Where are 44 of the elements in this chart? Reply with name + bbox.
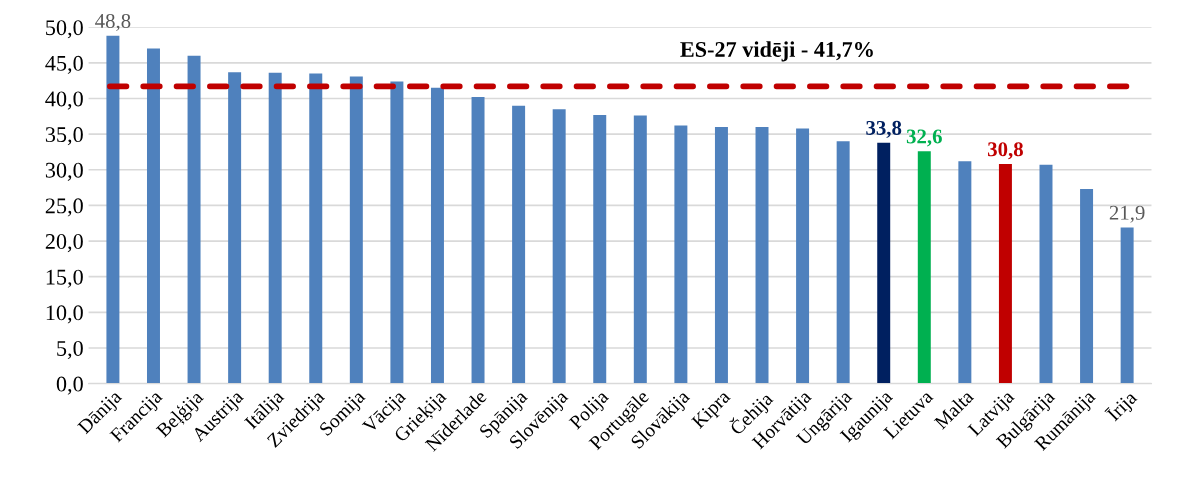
bar bbox=[633, 115, 647, 384]
x-tick-label: Īrija bbox=[1104, 388, 1141, 425]
y-tick-label: 10,0 bbox=[46, 305, 83, 324]
y-tick-label: 25,0 bbox=[45, 198, 83, 217]
bar bbox=[796, 128, 810, 384]
bar bbox=[228, 72, 242, 384]
data-label: 32,6 bbox=[906, 129, 942, 147]
bar bbox=[998, 164, 1012, 384]
bar bbox=[593, 114, 607, 384]
y-tick-label: 15,0 bbox=[46, 269, 83, 288]
bar bbox=[349, 76, 363, 384]
bar bbox=[471, 97, 485, 384]
bar bbox=[309, 73, 323, 384]
y-tick-label: 40,0 bbox=[45, 91, 83, 110]
bar bbox=[917, 151, 931, 384]
data-label: 30,8 bbox=[987, 142, 1023, 160]
bar bbox=[268, 72, 282, 384]
y-tick-label: 35,0 bbox=[45, 127, 83, 146]
bar bbox=[512, 105, 526, 384]
bar bbox=[1080, 189, 1094, 384]
bar bbox=[958, 161, 972, 384]
bar bbox=[187, 55, 201, 384]
data-label: 48,8 bbox=[95, 13, 131, 31]
bar bbox=[1039, 164, 1053, 384]
y-tick-label: 20,0 bbox=[45, 234, 83, 253]
bar bbox=[146, 48, 160, 384]
bar bbox=[390, 81, 404, 384]
bar bbox=[552, 109, 566, 384]
bar bbox=[877, 142, 891, 384]
y-tick-label: 0,0 bbox=[56, 376, 83, 395]
y-tick-label: 30,0 bbox=[45, 162, 83, 181]
y-tick-label: 5,0 bbox=[57, 340, 83, 360]
bar bbox=[1120, 227, 1134, 384]
bar bbox=[674, 125, 688, 384]
y-tick-label: 45,0 bbox=[45, 55, 83, 74]
bar bbox=[714, 127, 728, 384]
bar bbox=[106, 35, 120, 384]
y-tick-label: 50,0 bbox=[46, 20, 83, 39]
bar bbox=[836, 141, 850, 384]
bar bbox=[755, 127, 769, 384]
data-label: 21,9 bbox=[1109, 205, 1145, 223]
ref-line-label: ES-27 vidēji - 41,7% bbox=[680, 41, 873, 62]
data-label: 33,8 bbox=[866, 120, 902, 138]
bar bbox=[430, 87, 444, 384]
